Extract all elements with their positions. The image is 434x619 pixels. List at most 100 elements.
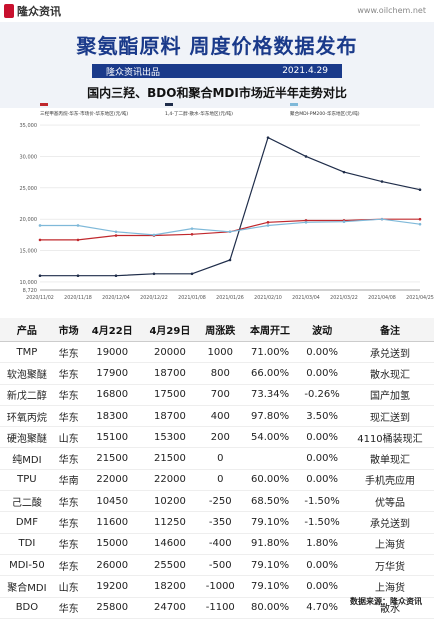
column-header: 周涨跌 <box>198 318 242 342</box>
brand-logo: 隆众资讯 <box>4 3 61 19</box>
table-cell: 承兑送到 <box>345 341 434 364</box>
table-cell: 4110桶装现汇 <box>345 426 434 449</box>
table-cell: 承兑送到 <box>345 511 434 534</box>
table-cell: 79.10% <box>241 554 299 577</box>
table-cell: 97.80% <box>241 405 299 428</box>
table-cell: 上海货 <box>345 575 434 598</box>
table-cell: -500 <box>198 554 242 577</box>
table-cell: 68.50% <box>241 490 299 513</box>
table-cell: -350 <box>198 511 242 534</box>
data-point <box>342 170 346 174</box>
table-cell: 22000 <box>83 469 142 492</box>
data-point <box>114 274 118 277</box>
table-cell: 华东 <box>53 405 84 428</box>
table-cell: 华南 <box>53 469 84 492</box>
table-cell: 4.70% <box>298 597 346 619</box>
x-tick-label: 2021/02/10 <box>254 295 282 301</box>
table-cell: 3.50% <box>298 405 346 428</box>
table-cell: 1.80% <box>298 533 346 555</box>
table-cell: BDO <box>0 597 54 619</box>
legend-label: 1,4-丁二醇-散水-华东地区(元/吨) <box>165 110 233 117</box>
logo-icon <box>4 4 14 18</box>
table-cell: 0 <box>198 469 242 492</box>
data-point <box>342 220 346 224</box>
table-cell: 硬泡聚醚 <box>0 426 54 449</box>
table-cell: 19200 <box>83 575 142 598</box>
legend-swatch <box>165 103 173 106</box>
table-cell: 17900 <box>83 362 142 385</box>
data-source: 数据来源：隆众资讯 <box>350 597 422 606</box>
table-cell: 66.00% <box>241 362 299 385</box>
table-cell: TMP <box>0 341 54 364</box>
table-cell: 10200 <box>141 490 199 513</box>
table-body: TMP 华东 19000 20000 1000 71.00% 0.00% 承兑送到 软泡聚醚 华东… <box>0 341 434 619</box>
table-cell: 华东 <box>53 362 84 385</box>
table-cell: -250 <box>198 490 242 513</box>
data-point <box>266 221 270 224</box>
y-tick-label: 10,000 <box>20 280 38 286</box>
table-cell: 17500 <box>141 384 199 406</box>
x-tick-label: 2021/01/08 <box>178 295 206 301</box>
table-cell: 散单现汇 <box>345 447 434 470</box>
x-tick-label: 2021/03/04 <box>292 295 320 301</box>
data-point <box>380 217 384 221</box>
data-point <box>152 272 156 276</box>
table-cell: 华东 <box>53 447 84 470</box>
table-cell: 0.00% <box>298 362 346 385</box>
column-header: 本周开工 <box>241 318 299 342</box>
table-cell: 73.34% <box>241 384 299 406</box>
data-point <box>76 238 80 242</box>
table-row: 硬泡聚醚 山东 15100 15300 200 54.00% 0.00% 4110桶装现汇 <box>0 426 434 449</box>
table-cell: 华东 <box>53 511 84 534</box>
table-cell: 18700 <box>141 362 199 385</box>
table-cell: 10450 <box>83 490 142 513</box>
table-cell: 24700 <box>141 597 199 619</box>
table-cell: 54.00% <box>241 426 299 449</box>
table-cell: 手机壳应用 <box>345 469 434 492</box>
y-tick-label: 8,720 <box>23 288 37 294</box>
table-cell: 华东 <box>53 533 84 555</box>
data-point <box>228 230 232 234</box>
table-cell: 华东 <box>53 384 84 406</box>
table-cell: 0.00% <box>298 469 346 492</box>
data-point <box>418 188 422 192</box>
series-line <box>40 136 421 277</box>
table-cell: 聚合MDI <box>0 575 54 598</box>
x-tick-label: 2020/12/04 <box>102 295 130 301</box>
data-point <box>38 224 42 227</box>
data-point <box>38 274 42 277</box>
table-cell: 18200 <box>141 575 199 598</box>
table-cell: 散水现汇 <box>345 362 434 385</box>
publisher: 隆众资讯出品 <box>106 67 161 78</box>
table-cell: 21500 <box>83 447 142 470</box>
column-header: 波动 <box>298 318 346 342</box>
data-point <box>114 230 118 234</box>
table-cell: 60.00% <box>241 469 299 492</box>
table-cell: 11250 <box>141 511 199 534</box>
x-tick-label: 2020/12/22 <box>140 295 168 301</box>
table-cell: 1000 <box>198 341 242 364</box>
data-point <box>38 238 42 242</box>
table-cell: 山东 <box>53 426 84 449</box>
table-row: TDI 华东 15000 14600 -400 91.80% 1.80% 上海货 <box>0 533 434 555</box>
table-row: 环氧丙烷 华东 18300 18700 400 97.80% 3.50% 现汇送到 <box>0 405 434 428</box>
table-row: 软泡聚醚 华东 17900 18700 800 66.00% 0.00% 散水现汇 <box>0 362 434 385</box>
table-cell: 0.00% <box>298 341 346 364</box>
table-cell: 上海货 <box>345 533 434 555</box>
table-cell: 200 <box>198 426 242 449</box>
table-cell: -1.50% <box>298 490 346 513</box>
y-tick-label: 35,000 <box>20 123 38 129</box>
table-cell: 0.00% <box>298 447 346 470</box>
data-point <box>76 224 80 227</box>
column-header: 4月29日 <box>141 318 199 342</box>
site-url: www.oilchem.net <box>357 6 426 15</box>
table-cell: 新戊二醇 <box>0 384 54 406</box>
data-point <box>190 227 194 230</box>
logo-text: 隆众资讯 <box>17 5 61 18</box>
table-cell: 21500 <box>141 447 199 470</box>
table-cell: 优等品 <box>345 490 434 513</box>
price-table: 产品 市场 4月22日 4月29日 周涨跌 本周开工 波动 备注 TMP 华东 19000 2000… <box>0 318 434 619</box>
x-tick-label: 2021/01/26 <box>216 295 244 301</box>
x-tick-label: 2021/04/25 <box>406 295 434 301</box>
publish-date: 2021.4.29 <box>282 66 328 76</box>
